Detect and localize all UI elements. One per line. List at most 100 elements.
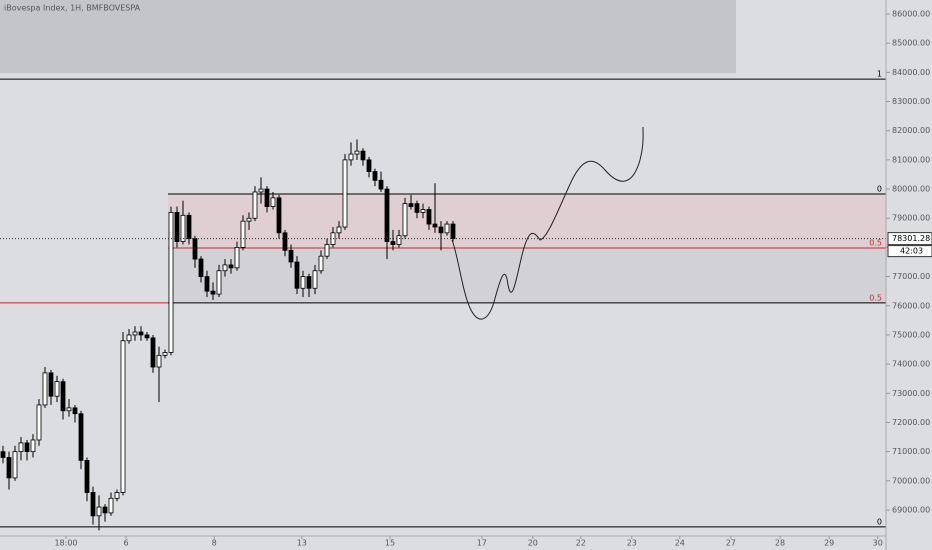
y-tick-label: 83000.00 (892, 97, 930, 106)
candle-body (102, 506, 108, 514)
candle-body (432, 223, 438, 228)
candle-body (186, 214, 192, 240)
y-tick-label: 85000.00 (892, 39, 930, 48)
y-tick-label: 80000.00 (892, 185, 930, 194)
last-price-box (887, 232, 932, 246)
candle-body (402, 203, 408, 237)
candle-body (78, 413, 84, 461)
candle-body (342, 159, 348, 228)
candle-body (444, 223, 450, 234)
candle-body (120, 340, 126, 493)
candle-body (90, 492, 96, 517)
candle-body (318, 255, 324, 272)
candle-body (396, 235, 402, 245)
candle-body (126, 334, 132, 342)
level-label: 1 (877, 70, 882, 79)
chart-title: iBovespa Index, 1H, BMFBOVESPA (4, 4, 141, 13)
candle-body (222, 264, 228, 272)
candle-body (426, 209, 432, 225)
candle-body (300, 276, 306, 289)
level-band (167, 247, 886, 303)
y-tick-label: 77000.00 (892, 272, 930, 281)
candle-body (192, 238, 198, 260)
candle-body (60, 381, 66, 412)
x-tick-label: 23 (627, 539, 637, 548)
candle-body (156, 354, 162, 368)
candle-body (378, 179, 384, 190)
candle-body (204, 276, 210, 292)
candle-body (282, 232, 288, 251)
candle-body (246, 217, 252, 222)
candle-body (366, 159, 372, 172)
y-tick-label: 79000.00 (892, 214, 930, 223)
y-tick-label: 76000.00 (892, 301, 930, 310)
candle-body (276, 197, 282, 234)
candle-body (6, 457, 12, 479)
candle-body (54, 381, 60, 397)
candle-body (384, 188, 390, 242)
candle-body (240, 220, 246, 248)
candle-body (234, 247, 240, 269)
candle-body (252, 191, 258, 219)
x-tick-label: 20 (528, 539, 538, 548)
candle-body (408, 203, 414, 207)
candle-body (324, 244, 330, 257)
y-tick-label: 84000.00 (892, 68, 930, 77)
last-price-label: 78301.28 (892, 234, 930, 243)
candle-body (450, 223, 456, 240)
x-tick-label: 27 (726, 539, 736, 548)
candle-body (306, 276, 312, 289)
candle-body (330, 232, 336, 245)
countdown-label: 42:03 (900, 247, 923, 256)
candle-body (36, 404, 42, 441)
countdown-box (887, 245, 932, 258)
candle-body (210, 290, 216, 295)
candle-body (354, 150, 360, 155)
y-tick-label: 72000.00 (892, 418, 930, 427)
y-tick-label: 69000.00 (892, 505, 930, 514)
candle-body (348, 153, 354, 161)
candle-body (390, 241, 396, 245)
candle-body (312, 270, 318, 289)
candle-body (168, 211, 174, 353)
candle-body (24, 442, 30, 453)
level-label: 0.5 (869, 293, 882, 302)
candle-body (162, 352, 168, 356)
candle-body (216, 270, 222, 295)
candle-body (114, 492, 120, 499)
candle-body (294, 261, 300, 289)
x-tick-label: 8 (212, 539, 217, 548)
candle-body (438, 226, 444, 234)
candle-body (228, 264, 234, 269)
candle-body (198, 258, 204, 277)
y-tick-label: 75000.00 (892, 330, 930, 339)
y-tick-label: 70000.00 (892, 476, 930, 485)
candle-body (0, 451, 6, 458)
projection-drawing (451, 126, 644, 320)
candle-body (84, 459, 90, 493)
candle-body (174, 211, 180, 242)
x-tick-label: 30 (873, 539, 883, 548)
y-tick-label: 82000.00 (892, 126, 930, 135)
candle-body (270, 197, 276, 207)
x-tick-label: 13 (297, 539, 307, 548)
candle-body (336, 226, 342, 234)
level-label: 0.5 (869, 238, 882, 247)
candle-body (264, 188, 270, 207)
candle-body (132, 331, 138, 336)
candle-body (30, 439, 36, 453)
candle-body (258, 188, 264, 193)
candle-body (48, 372, 54, 397)
x-tick-label: 29 (824, 539, 834, 548)
y-tick-label: 73000.00 (892, 389, 930, 398)
candle-body (96, 506, 102, 517)
x-tick-label: 18:00 (54, 539, 77, 548)
candle-body (18, 442, 24, 453)
y-tick-label: 71000.00 (892, 447, 930, 456)
level-label: 0 (877, 517, 882, 526)
y-tick-label: 81000.00 (892, 155, 930, 164)
y-tick-label: 74000.00 (892, 360, 930, 369)
candle-body (372, 171, 378, 181)
x-tick-label: 15 (385, 539, 395, 548)
